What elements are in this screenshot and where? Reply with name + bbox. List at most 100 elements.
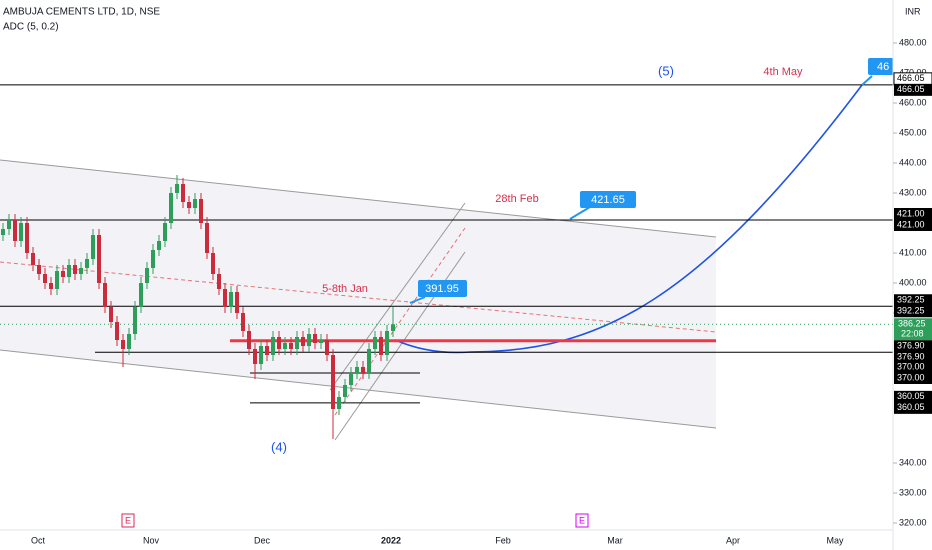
candle-body (187, 201, 191, 208)
axis-labels: 320.00330.00340.00390.00400.00410.00430.… (31, 37, 932, 545)
x-tick-label: Oct (31, 535, 46, 545)
level-label-box (894, 361, 932, 374)
x-tick-label: Apr (726, 535, 740, 545)
candle-body (67, 265, 71, 278)
y-tick-label: 320.00 (899, 517, 927, 527)
candle-body (25, 222, 29, 253)
candle-body (289, 343, 293, 350)
candle-body (193, 198, 197, 208)
last-price-box (894, 318, 932, 341)
candle-body (73, 265, 77, 275)
x-tick-label: Nov (143, 535, 160, 545)
candle-body (91, 234, 95, 259)
candle-body (259, 346, 263, 365)
level-label: 376.90 (897, 341, 925, 351)
level-label-box (894, 401, 932, 414)
channel-mid (0, 261, 717, 333)
date-note: 28th Feb (495, 193, 538, 205)
callout-text: 421.65 (591, 194, 625, 206)
candle-body (391, 324, 395, 332)
candle-body (355, 367, 359, 374)
candle-body (121, 340, 125, 350)
last-price-label: 386.25 (898, 319, 926, 329)
channel-bottom (0, 349, 717, 429)
callout-pointer (861, 75, 873, 86)
candle-body (247, 331, 251, 350)
candle-body (19, 222, 23, 241)
candle-body (271, 337, 275, 356)
candle-body (385, 331, 389, 356)
level-label: 466.05 (897, 84, 925, 94)
channel-fill (0, 160, 716, 428)
level-label: 370.00 (897, 361, 925, 371)
level-label-box (894, 218, 932, 231)
candle-body (145, 268, 149, 284)
candle-body (241, 313, 245, 332)
callout-text: 391.95 (425, 283, 459, 295)
candle-body (295, 337, 299, 350)
date-note: 4th May (763, 66, 803, 78)
candle-body (61, 271, 65, 278)
candle-body (337, 397, 341, 410)
candle-body (163, 222, 167, 241)
callout-box (580, 191, 636, 208)
chart-title: AMBUJA CEMENTS LTD, 1D, NSE (3, 7, 160, 18)
candle-body (1, 228, 5, 235)
candle-body (133, 307, 137, 335)
level-label-box (894, 305, 932, 318)
candle-body (181, 183, 185, 202)
candle-body (373, 337, 377, 350)
callout-text: 46 (877, 61, 889, 73)
level-label: 360.05 (897, 391, 925, 401)
candle-body (13, 219, 17, 241)
level-label: 392.25 (897, 306, 925, 316)
candle-body (31, 252, 35, 265)
level-label-box (894, 372, 932, 385)
drawings (0, 84, 863, 441)
candle-body (157, 240, 161, 250)
level-label: 466.05 (897, 73, 925, 83)
candle-body (175, 183, 179, 193)
level-label: 360.05 (897, 402, 925, 412)
level-label-box (894, 351, 932, 364)
candle-body (379, 337, 383, 356)
candle-body (37, 265, 41, 275)
event-marker[interactable] (575, 513, 589, 528)
event-text: E (579, 515, 585, 525)
currency: INR (905, 6, 921, 16)
candle-body (169, 192, 173, 223)
event-text: E (125, 515, 131, 525)
candle-body (211, 252, 215, 275)
y-tick-label: 340.00 (899, 457, 927, 467)
y-tick-label: 330.00 (899, 487, 927, 497)
level-label-box (894, 390, 932, 403)
candle-body (313, 334, 317, 344)
candle-body (55, 271, 59, 290)
countdown: 22:08 (901, 329, 924, 339)
level-label: 370.00 (897, 372, 925, 382)
wave-label: (5) (658, 63, 674, 78)
candle-body (43, 274, 47, 284)
channel-top (0, 159, 717, 238)
event-marker[interactable] (121, 513, 135, 528)
levels (0, 84, 893, 404)
level-label: 421.00 (897, 219, 925, 229)
wave-label: (4) (271, 439, 287, 454)
candle-body (199, 198, 203, 223)
candle-body (331, 355, 335, 410)
level-label: 421.00 (897, 208, 925, 218)
callout-box (418, 280, 467, 297)
candle-body (115, 322, 119, 341)
y-tick-label: 450.00 (899, 127, 927, 137)
candle-body (85, 258, 89, 269)
candle-body (103, 283, 107, 308)
candle-body (361, 367, 365, 374)
y-tick-label: 400.00 (899, 277, 927, 287)
candle-body (307, 334, 311, 347)
candle-body (301, 337, 305, 347)
candle-body (319, 340, 323, 344)
candle-body (217, 274, 221, 290)
y-tick-label: 480.00 (899, 37, 927, 47)
candle-body (139, 283, 143, 308)
